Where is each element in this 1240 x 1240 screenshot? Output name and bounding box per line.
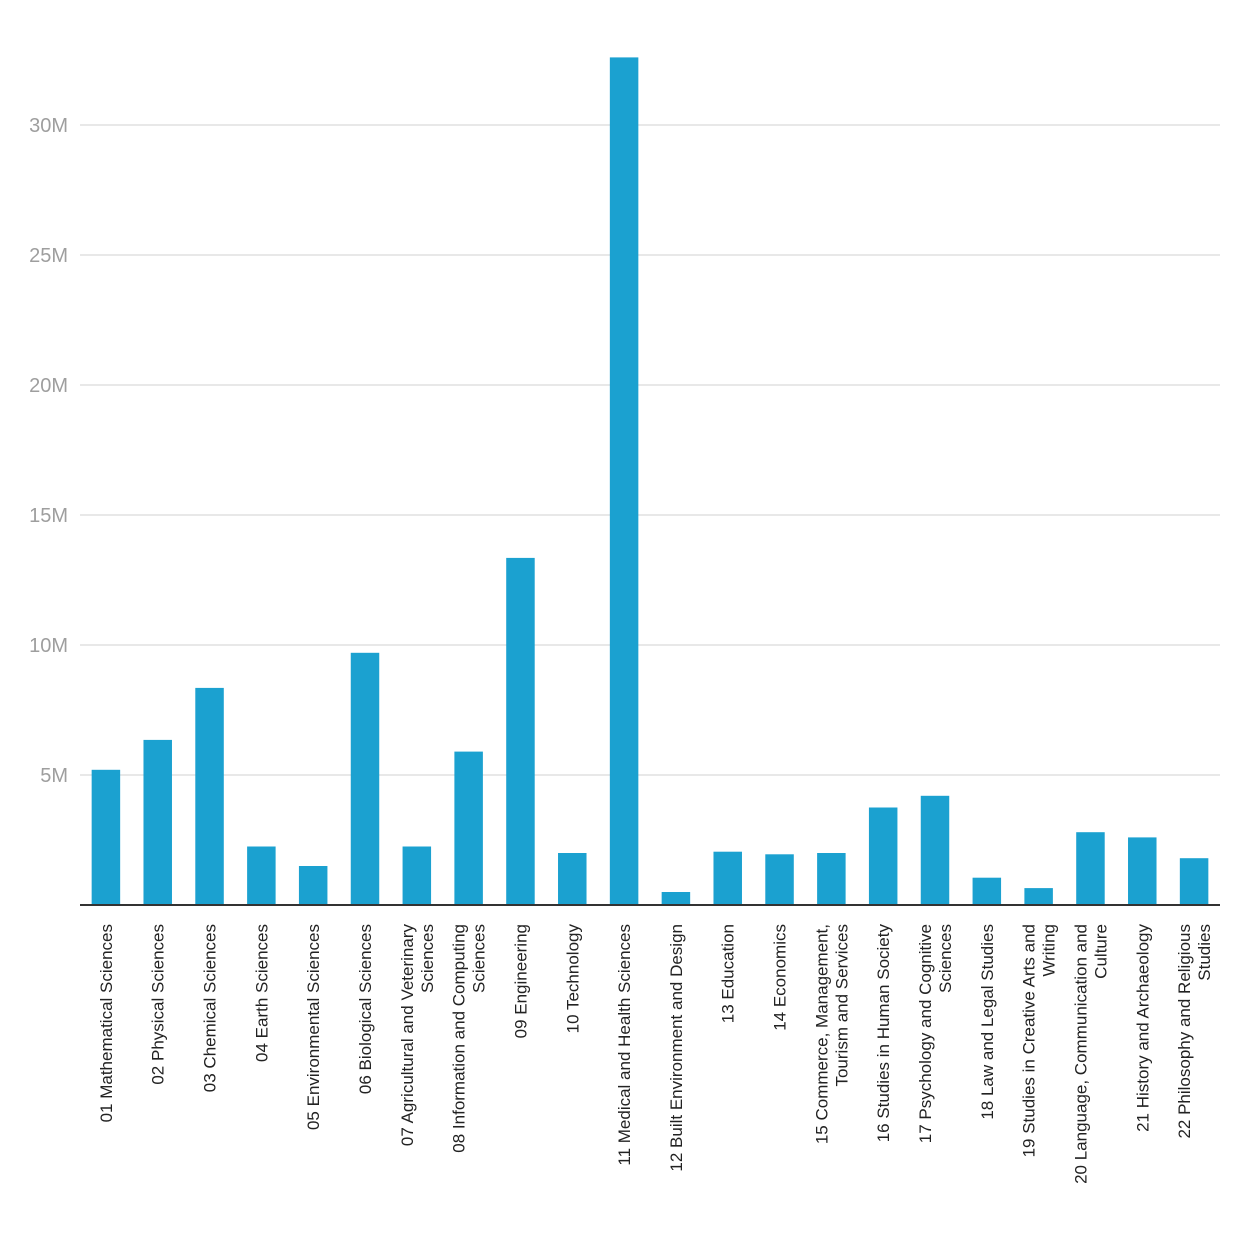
x-tick-label: 06 Biological Sciences xyxy=(356,924,375,1094)
bar xyxy=(920,795,950,905)
x-tick-label-line: 04 Earth Sciences xyxy=(252,924,271,1062)
x-tick-label-line: 09 Engineering xyxy=(511,924,530,1038)
bar xyxy=(298,866,328,905)
y-tick-label: 15M xyxy=(29,505,68,527)
bar xyxy=(143,739,172,905)
bar xyxy=(1024,888,1053,905)
bar xyxy=(609,57,639,905)
x-tick-label-line: 22 Philosophy and Religious xyxy=(1175,924,1194,1139)
bar xyxy=(817,853,846,905)
x-tick-label: 04 Earth Sciences xyxy=(252,924,271,1062)
x-tick-label: 13 Education xyxy=(719,924,738,1023)
x-tick-label-line: 15 Commerce, Management, xyxy=(812,924,831,1144)
x-tick-label: 03 Chemical Sciences xyxy=(201,924,220,1092)
x-tick-label-line: 19 Studies in Creative Arts and xyxy=(1020,924,1039,1157)
bar xyxy=(247,846,276,905)
y-axis: 5M 10M 15M 20M 25M 30M xyxy=(29,115,68,787)
bar xyxy=(661,892,691,905)
x-tick-label: 01 Mathematical Sciences xyxy=(97,924,116,1122)
x-tick-label-line: 21 History and Archaeology xyxy=(1133,924,1152,1132)
x-tick-label: 22 Philosophy and ReligiousStudies xyxy=(1175,924,1214,1139)
x-tick-label-line: Sciences xyxy=(936,924,955,993)
x-tick-label-line: 14 Economics xyxy=(771,924,790,1031)
x-tick-label-line: Sciences xyxy=(470,924,489,993)
x-tick-label-line: Writing xyxy=(1040,924,1059,977)
x-tick-label: 10 Technology xyxy=(563,924,582,1034)
x-tick-label-line: 03 Chemical Sciences xyxy=(201,924,220,1092)
y-tick-label: 30M xyxy=(29,115,68,137)
y-tick-label: 20M xyxy=(29,375,68,397)
bar xyxy=(1128,837,1157,905)
bar xyxy=(1076,832,1105,905)
x-tick-label: 17 Psychology and CognitiveSciences xyxy=(916,924,955,1143)
x-tick-label: 11 Medical and Health Sciences xyxy=(615,924,634,1166)
x-tick-label-line: 07 Agricultural and Veterinary xyxy=(398,924,417,1147)
bar xyxy=(506,557,535,905)
x-tick-label-line: 10 Technology xyxy=(563,924,582,1034)
x-tick-label-line: 01 Mathematical Sciences xyxy=(97,924,116,1122)
x-tick-label: 19 Studies in Creative Arts andWriting xyxy=(1020,924,1059,1157)
bar xyxy=(558,853,587,905)
x-tick-label: 07 Agricultural and VeterinarySciences xyxy=(398,924,437,1147)
x-tick-label: 09 Engineering xyxy=(511,924,530,1038)
x-tick-label-line: 02 Physical Sciences xyxy=(149,924,168,1085)
x-tick-label: 16 Studies in Human Society xyxy=(874,924,893,1143)
x-tick-label: 02 Physical Sciences xyxy=(149,924,168,1085)
y-tick-label: 25M xyxy=(29,245,68,267)
x-tick-label-line: 11 Medical and Health Sciences xyxy=(615,924,634,1166)
bar xyxy=(195,687,224,905)
bar xyxy=(91,769,121,905)
x-tick-label: 20 Language, Communication andCulture xyxy=(1071,924,1110,1184)
bar xyxy=(350,652,380,905)
bar xyxy=(868,807,898,905)
x-tick-label: 21 History and Archaeology xyxy=(1133,924,1152,1132)
x-tick-label-line: 06 Biological Sciences xyxy=(356,924,375,1094)
x-tick-label-line: 16 Studies in Human Society xyxy=(874,924,893,1143)
x-tick-label-line: Culture xyxy=(1091,924,1110,979)
bar xyxy=(972,877,1002,905)
x-tick-label-line: 20 Language, Communication and xyxy=(1071,924,1090,1184)
x-tick-label: 08 Information and ComputingSciences xyxy=(450,924,489,1153)
y-tick-label: 5M xyxy=(40,765,68,787)
x-tick-label-line: Studies xyxy=(1195,924,1214,981)
x-tick-label-line: Sciences xyxy=(418,924,437,993)
x-tick-label: 14 Economics xyxy=(771,924,790,1031)
y-tick-label: 10M xyxy=(29,635,68,657)
x-tick-label-line: 12 Built Environment and Design xyxy=(667,924,686,1172)
x-tick-label-line: 05 Environmental Sciences xyxy=(304,924,323,1130)
x-tick-label: 05 Environmental Sciences xyxy=(304,924,323,1130)
x-tick-label-line: 08 Information and Computing xyxy=(450,924,469,1153)
bars xyxy=(91,57,1209,905)
x-tick-label: 15 Commerce, Management,Tourism and Serv… xyxy=(812,924,851,1144)
x-tick-label-line: 13 Education xyxy=(719,924,738,1023)
x-tick-label-line: 17 Psychology and Cognitive xyxy=(916,924,935,1143)
x-tick-label-line: Tourism and Services xyxy=(832,924,851,1087)
bar xyxy=(1179,858,1209,905)
bar xyxy=(402,846,432,905)
x-tick-label-line: 18 Law and Legal Studies xyxy=(978,924,997,1120)
gridlines xyxy=(80,124,1220,776)
bar xyxy=(765,854,794,905)
bar xyxy=(713,851,742,905)
x-tick-label: 18 Law and Legal Studies xyxy=(978,924,997,1120)
bar xyxy=(454,751,483,905)
x-tick-label: 12 Built Environment and Design xyxy=(667,924,686,1172)
x-axis: 01 Mathematical Sciences 02 Physical Scie… xyxy=(97,924,1214,1184)
